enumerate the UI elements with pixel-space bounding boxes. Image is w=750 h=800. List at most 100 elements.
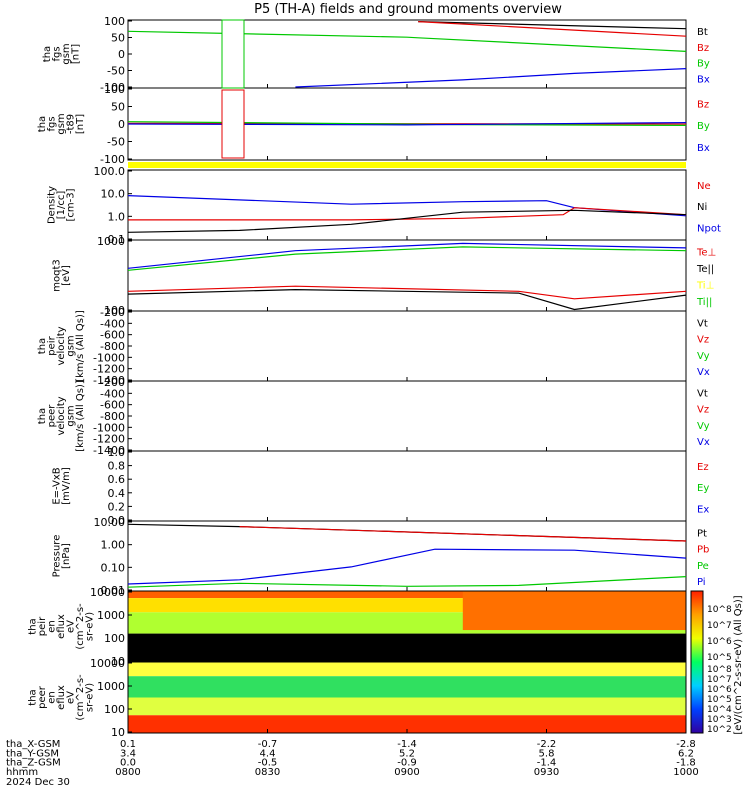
plot-panels: 100500-50-100thafgsgsm[nT]BtBzByBx100500…	[28, 15, 721, 739]
y-tick-label: -1200	[93, 363, 125, 376]
y-tick-label: -200	[100, 376, 125, 389]
y-axis-label: [km/s (All Qs)]	[75, 310, 86, 382]
y-tick-label: 1.00	[101, 539, 126, 552]
legend-item: Ex	[697, 504, 709, 515]
panel-5: -200-400-600-800-1000-1200-1400thapeirve…	[37, 306, 710, 387]
y-axis-label: Density	[47, 186, 58, 224]
y-axis-label: gsm	[61, 43, 72, 64]
y-tick-label: -600	[100, 329, 125, 342]
spectrogram-panel-9	[128, 591, 686, 662]
legend-item: Vt	[697, 318, 708, 329]
y-tick-label: 0.8	[108, 460, 126, 473]
colorbar: 10^810^710^610^510^810^710^610^510^410^3…	[690, 590, 744, 735]
panel-6: -200-400-600-800-1000-1200-1400thapeerve…	[37, 376, 710, 457]
series-Te||	[127, 288, 687, 311]
y-tick-label: -200	[100, 306, 125, 319]
legend-item: Vz	[697, 405, 709, 416]
y-axis-label: -t89	[66, 114, 77, 134]
y-tick-label: 1000	[97, 235, 125, 248]
y-axis-label: peer	[47, 404, 58, 428]
colorbar-tick: 10^6	[707, 637, 732, 647]
y-axis-label: peer	[37, 685, 48, 709]
y-tick-label: 0.4	[108, 487, 126, 500]
y-tick-label: -1400	[93, 374, 125, 387]
y-axis-label: velocity	[56, 326, 67, 365]
y-tick-label: 0.01	[101, 584, 126, 597]
legend-item: Vy	[697, 351, 710, 362]
y-axis-label: [mV/m]	[61, 467, 72, 505]
y-tick-label: 10.00	[94, 516, 126, 529]
colorbar-tick: 10^4	[707, 705, 732, 715]
y-axis-label: en	[47, 620, 58, 633]
y-axis-label: E=-VxB	[51, 467, 62, 504]
y-tick-label: -50	[107, 65, 125, 78]
legend-item: Ti||	[696, 297, 712, 308]
y-tick-label: 1000	[97, 609, 125, 622]
y-axis-label: velocity	[56, 396, 67, 435]
footer-value: 0930	[534, 767, 559, 778]
y-tick-label: 100	[104, 632, 125, 645]
colorbar-tick: 10^6	[707, 685, 732, 695]
footer-value: -2.8	[676, 739, 696, 750]
legend-item: Bz	[697, 43, 709, 54]
series-Pb	[239, 526, 687, 542]
panel-10: 10000 1000 100 10 thapeerenefluxeV(cm^2-s-sr…	[28, 657, 687, 739]
panel-frame	[127, 239, 687, 312]
footer-value: -1.4	[397, 739, 417, 750]
y-axis-label: tha	[28, 689, 39, 705]
y-tick-label: 1.0	[108, 210, 126, 223]
legend-item: Bx	[697, 75, 710, 86]
legend-item: Bt	[697, 27, 708, 38]
legend-item: Npot	[697, 223, 721, 234]
y-tick-label: 1.0	[108, 446, 126, 459]
y-axis-label: [nT]	[70, 44, 81, 64]
series-Npot	[127, 195, 687, 217]
spectrogram-band-3	[128, 697, 686, 716]
panel-frame	[127, 19, 687, 89]
legend-item: Pi	[697, 577, 706, 588]
y-tick-label: 100.0	[94, 165, 126, 178]
colorbar-tick: 10^2	[707, 725, 732, 735]
series-By	[127, 30, 687, 52]
y-axis-label: [eV]	[61, 265, 72, 286]
y-axis-label: eflux	[56, 685, 67, 710]
y-axis-label: Pressure	[51, 535, 62, 578]
footer-value: 0900	[394, 767, 419, 778]
series-Ti⊥	[127, 242, 687, 269]
y-tick-label: -400	[100, 387, 125, 400]
series-Pe	[127, 576, 687, 588]
legend-item: Bx	[697, 143, 710, 154]
panel-frame	[127, 169, 687, 241]
y-tick-label: 10000	[90, 586, 125, 599]
footer-row-label: tha_Y-GSM	[6, 748, 59, 759]
legend-item: Bz	[697, 99, 709, 110]
colorbar-tick: 10^7	[707, 675, 732, 685]
legend-item: By	[697, 59, 710, 70]
y-tick-label: 1000	[97, 680, 125, 693]
y-axis-label: eflux	[56, 614, 67, 639]
y-tick-label: 10.0	[101, 188, 126, 201]
spectrogram-band-2	[128, 676, 686, 698]
footer-value: 5.8	[539, 748, 555, 759]
y-tick-label: 0.1	[108, 233, 126, 246]
y-tick-label: -1000	[93, 351, 125, 364]
y-tick-label: 0.0	[108, 514, 126, 527]
data-gap-2	[221, 89, 245, 159]
y-axis-label: peir	[47, 335, 58, 355]
panel-7: 1.00.80.60.40.20.0 E=-VxB[mV/m] Ez Ey Ex	[51, 446, 709, 527]
y-axis-label: tha	[37, 116, 48, 132]
spectrogram-panel-10	[128, 662, 686, 733]
y-tick-label: 10	[111, 655, 125, 668]
footer-value: 0.1	[120, 739, 136, 750]
y-tick-label: -100	[100, 153, 125, 166]
y-axis-label: tha	[28, 618, 39, 634]
colorbar-tick: 10^7	[707, 621, 732, 631]
y-axis-label: [cm-3]	[66, 188, 77, 221]
legend-item: By	[697, 121, 710, 132]
y-tick-label: 0	[118, 48, 125, 61]
spectrogram-band-1	[128, 662, 686, 677]
y-axis-label: [nPa]	[61, 543, 72, 569]
footer-value: 0800	[115, 767, 140, 778]
y-axis-label: gsm	[66, 335, 77, 356]
